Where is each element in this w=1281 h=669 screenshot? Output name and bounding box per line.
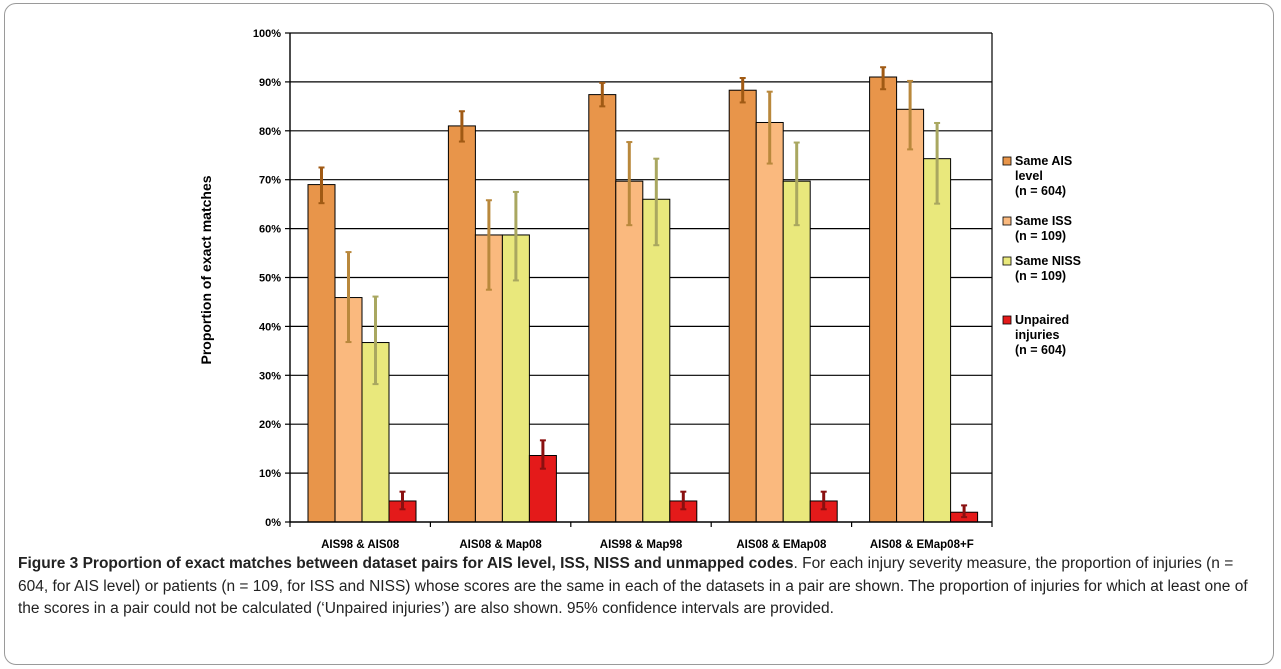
bar — [782, 180, 811, 523]
y-tick-label: 70% — [259, 175, 281, 187]
legend-label: (n = 604) — [1015, 343, 1066, 357]
bar — [642, 198, 671, 523]
y-tick-label: 40% — [259, 321, 281, 333]
y-axis-ticks: 0% 10% 20% 30% 40% 50% 60% 70% 80% 90% 100% — [253, 28, 290, 529]
y-tick-label: 20% — [259, 419, 281, 431]
y-tick-label: 50% — [259, 273, 281, 285]
y-tick-label: 60% — [259, 224, 281, 236]
y-tick-label: 30% — [259, 370, 281, 382]
bar — [307, 184, 336, 523]
bar — [923, 158, 952, 523]
legend-swatch — [1002, 156, 1012, 166]
legend-label: (n = 604) — [1015, 184, 1066, 198]
bar — [615, 180, 644, 523]
x-tick-label: AIS08 & EMap08 — [736, 539, 827, 551]
legend-label: injuries — [1015, 328, 1060, 342]
bar — [501, 234, 530, 523]
legend-label: (n = 109) — [1015, 269, 1066, 283]
error-bars — [318, 66, 968, 519]
legend-label: level — [1015, 169, 1043, 183]
caption-title: Figure 3 Proportion of exact matches bet… — [18, 555, 794, 572]
y-tick-label: 0% — [265, 517, 281, 529]
bar — [869, 76, 898, 523]
x-tick-label: AIS08 & Map08 — [459, 539, 542, 551]
bar — [588, 94, 617, 523]
legend-swatch — [1002, 256, 1012, 266]
y-tick-label: 90% — [259, 77, 281, 89]
legend-swatch — [1002, 315, 1012, 325]
x-tick-label: AIS98 & Map98 — [600, 539, 683, 551]
legend-swatch — [1002, 216, 1012, 226]
bars — [307, 76, 979, 523]
legend-label: Same AIS — [1015, 154, 1072, 168]
legend-label: Same NISS — [1015, 254, 1081, 268]
legend-label: (n = 109) — [1015, 229, 1066, 243]
bar — [728, 89, 757, 523]
axes — [289, 33, 993, 523]
bar — [755, 121, 784, 523]
y-tick-label: 100% — [253, 28, 281, 40]
x-axis-ticks: AIS98 & AIS08 AIS08 & Map08 AIS98 & Map98 A… — [289, 522, 993, 551]
y-axis-label: Proportion of exact matches — [198, 175, 214, 364]
x-tick-label: AIS98 & AIS08 — [321, 539, 400, 551]
legend-label: Same ISS — [1015, 214, 1072, 228]
figure-caption: Figure 3 Proportion of exact matches bet… — [18, 553, 1266, 621]
legend-label: Unpaired — [1015, 313, 1069, 327]
bar — [896, 108, 925, 523]
y-tick-label: 80% — [259, 126, 281, 138]
caption-text: . For each injury severity measure, the … — [18, 555, 1248, 617]
x-tick-label: AIS08 & EMap08+F — [870, 539, 974, 551]
bar — [447, 125, 476, 523]
y-tick-label: 10% — [259, 468, 281, 480]
